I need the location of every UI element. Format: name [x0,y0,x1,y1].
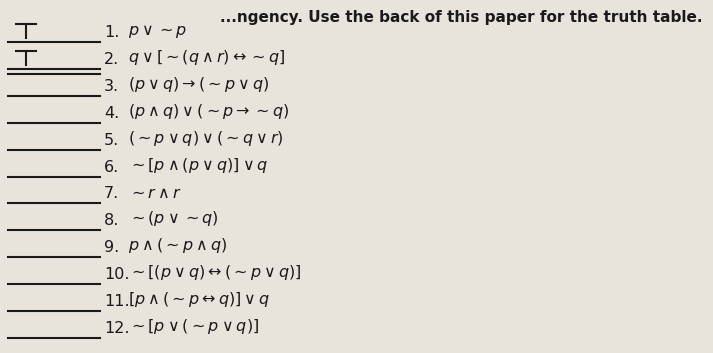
Text: 1.: 1. [104,25,119,40]
Text: 11.: 11. [104,294,130,309]
Text: ${\sim}r \wedge r$: ${\sim}r \wedge r$ [128,186,182,202]
Text: 6.: 6. [104,160,119,174]
Text: ...ngency. Use the back of this paper for the truth table.: ...ngency. Use the back of this paper fo… [220,10,703,25]
Text: ${\sim}[p \vee ({\sim}p \vee q)]$: ${\sim}[p \vee ({\sim}p \vee q)]$ [128,317,260,336]
Text: 5.: 5. [104,133,119,148]
Text: 9.: 9. [104,240,119,255]
Text: $(p \vee q) \rightarrow ({\sim}p \vee q)$: $(p \vee q) \rightarrow ({\sim}p \vee q)… [128,75,270,94]
Text: 8.: 8. [104,213,119,228]
Text: $(p \wedge q) \vee ({\sim}p \rightarrow {\sim}q)$: $(p \wedge q) \vee ({\sim}p \rightarrow … [128,102,289,121]
Text: 12.: 12. [104,321,130,336]
Text: $p \wedge ({\sim}p \wedge q)$: $p \wedge ({\sim}p \wedge q)$ [128,236,227,255]
Text: ${\sim}[p \wedge (p \vee q)] \vee q$: ${\sim}[p \wedge (p \vee q)] \vee q$ [128,156,269,174]
Text: $q \vee [{\sim}(q \wedge r) \leftrightarrow {\sim}q]$: $q \vee [{\sim}(q \wedge r) \leftrightar… [128,48,285,67]
Text: 10.: 10. [104,267,130,282]
Text: ${\sim}[(p \vee q) \leftrightarrow ({\sim}p \vee q)]$: ${\sim}[(p \vee q) \leftrightarrow ({\si… [128,263,302,282]
Text: $[p \wedge ({\sim}p \leftrightarrow q)] \vee q$: $[p \wedge ({\sim}p \leftrightarrow q)] … [128,290,270,309]
Text: 4.: 4. [104,106,119,121]
Text: $({\sim}p \vee q) \vee ({\sim}q \vee r)$: $({\sim}p \vee q) \vee ({\sim}q \vee r)$ [128,128,284,148]
Text: 7.: 7. [104,186,119,202]
Text: ${\sim}(p \vee {\sim}q)$: ${\sim}(p \vee {\sim}q)$ [128,209,219,228]
Text: 3.: 3. [104,79,119,94]
Text: 2.: 2. [104,52,119,67]
Text: $p \vee {\sim}p$: $p \vee {\sim}p$ [128,23,188,40]
